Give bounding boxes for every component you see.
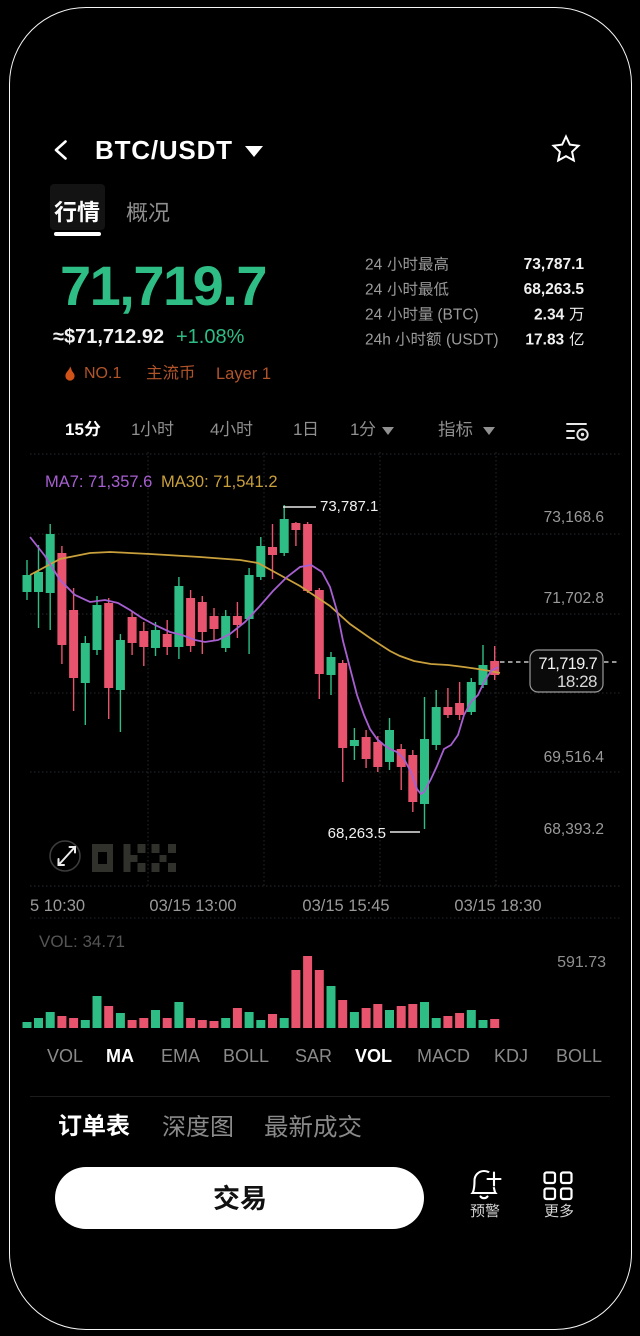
svg-text:03/15 18:30: 03/15 18:30 — [454, 897, 541, 915]
svg-text:73,168.6: 73,168.6 — [544, 509, 604, 526]
svg-text:591.73: 591.73 — [557, 954, 606, 971]
svg-text:71,702.8: 71,702.8 — [544, 590, 604, 607]
svg-text:68,393.2: 68,393.2 — [544, 821, 604, 838]
svg-text:MA30: 71,541.2: MA30: 71,541.2 — [161, 473, 278, 491]
svg-text:18:28: 18:28 — [557, 672, 597, 691]
svg-text:03/15 13:00: 03/15 13:00 — [149, 897, 236, 915]
svg-text:73,787.1: 73,787.1 — [320, 498, 378, 515]
svg-text:69,516.4: 69,516.4 — [544, 749, 605, 766]
svg-text:71,719.7: 71,719.7 — [538, 655, 597, 673]
svg-text:5 10:30: 5 10:30 — [30, 897, 85, 915]
svg-text:03/15 15:45: 03/15 15:45 — [302, 897, 389, 915]
svg-text:MA7: 71,357.6: MA7: 71,357.6 — [45, 473, 152, 491]
svg-text:68,263.5: 68,263.5 — [328, 825, 386, 842]
svg-text:VOL: 34.71: VOL: 34.71 — [39, 932, 125, 951]
